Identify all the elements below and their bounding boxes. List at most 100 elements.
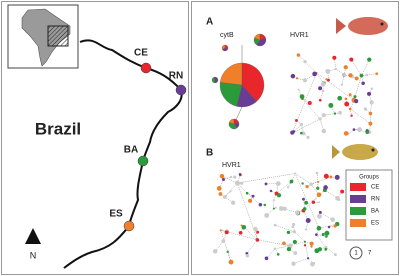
network-node: [348, 93, 352, 97]
network-node: [302, 197, 305, 201]
network-edge: [291, 118, 321, 134]
network-node: [256, 230, 260, 234]
network-edge: [246, 239, 258, 254]
network-edge: [368, 93, 372, 103]
network-node: [229, 190, 232, 193]
network-node: [363, 107, 367, 111]
network-node: [340, 189, 345, 194]
pie-slice: [219, 82, 243, 107]
legend-swatch: [350, 195, 366, 203]
network-edge: [273, 193, 277, 201]
legend-label: CE: [371, 185, 379, 191]
network-node: [343, 65, 348, 70]
network-edge: [316, 234, 327, 237]
network-node: [251, 194, 255, 198]
network-node: [233, 175, 237, 179]
network-edge: [320, 90, 324, 101]
site-label: BA: [124, 145, 138, 156]
network-edge: [316, 72, 324, 84]
network-node: [354, 99, 359, 104]
network-edge: [339, 98, 347, 105]
network-edge: [224, 191, 231, 198]
legend-label: BA: [371, 209, 379, 215]
network-node: [304, 200, 309, 205]
network-node: [292, 230, 297, 234]
network-node: [338, 110, 342, 115]
network-edge: [266, 248, 276, 259]
network-node: [342, 73, 346, 77]
network-node: [350, 114, 353, 117]
network-node: [344, 97, 348, 101]
network-node: [311, 200, 316, 204]
network-node: [238, 230, 243, 235]
network-edge: [298, 54, 306, 62]
network-node: [276, 253, 280, 256]
network-node: [323, 185, 328, 190]
network-edge: [274, 245, 291, 249]
network-node: [299, 94, 305, 99]
pie-slice: [254, 33, 261, 41]
site-dot: [123, 220, 135, 232]
network-node: [327, 225, 331, 229]
legend-label: RN: [371, 197, 380, 203]
network-node: [226, 250, 229, 253]
network-node: [368, 121, 373, 126]
network-node: [234, 180, 240, 186]
network-edge: [311, 181, 319, 185]
legend-box: [345, 169, 393, 241]
network-edge: [293, 258, 309, 264]
fish-a: [336, 17, 388, 35]
network-node: [240, 224, 243, 227]
network-node: [294, 118, 298, 122]
site-label: CE: [134, 48, 148, 59]
network-edge: [316, 234, 327, 248]
network-edge: [223, 176, 232, 180]
panel-letter: A: [206, 17, 213, 28]
legend-swatch: [350, 219, 366, 227]
country-label: Brazil: [35, 119, 81, 138]
network-edge: [246, 193, 261, 205]
network-node: [263, 203, 267, 207]
network-node: [367, 57, 372, 62]
network-node: [315, 233, 318, 237]
network-node: [294, 172, 297, 175]
network-node: [310, 261, 315, 267]
network-node: [303, 59, 307, 64]
network-node: [286, 186, 290, 189]
network-node: [302, 78, 308, 83]
network-node: [240, 181, 244, 185]
network-node: [330, 217, 335, 222]
network-node: [309, 182, 313, 186]
network-node: [245, 253, 250, 258]
network-node: [274, 206, 277, 209]
network-node: [303, 240, 306, 243]
network-node: [324, 245, 328, 249]
pie-slice: [214, 76, 219, 84]
network-node: [368, 111, 373, 116]
network-node: [328, 102, 334, 108]
network-node: [305, 218, 311, 223]
pie-slice: [211, 76, 216, 84]
network-node: [325, 235, 328, 238]
panel-letter: B: [206, 148, 213, 159]
network-edge: [369, 123, 371, 133]
panel-subtitle: HVR1: [222, 162, 241, 169]
network-node: [317, 213, 322, 219]
network-node: [282, 206, 287, 211]
network-edge: [311, 176, 331, 185]
network-edge: [316, 173, 319, 182]
scale-large: 7: [368, 251, 372, 257]
network-node: [264, 182, 268, 186]
network-node: [334, 174, 340, 180]
network-node: [300, 131, 303, 135]
network-node: [272, 207, 275, 210]
network-node: [375, 72, 379, 76]
network-node: [302, 207, 307, 211]
network-node: [312, 71, 317, 77]
network-edge: [302, 98, 310, 104]
network-node: [306, 257, 310, 260]
network-node: [325, 78, 328, 81]
network-edge: [290, 241, 305, 247]
network-node: [314, 248, 320, 254]
network-node: [324, 230, 330, 236]
